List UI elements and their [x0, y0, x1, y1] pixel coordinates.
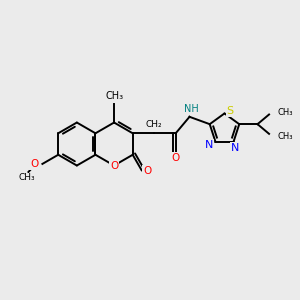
Text: S: S — [226, 106, 233, 116]
Text: O: O — [30, 159, 38, 169]
Text: N: N — [231, 143, 239, 153]
Text: N: N — [205, 140, 213, 149]
Text: CH₂: CH₂ — [146, 120, 163, 129]
Text: O: O — [143, 166, 151, 176]
Text: NH: NH — [184, 104, 198, 114]
Text: CH₃: CH₃ — [278, 132, 293, 141]
Text: O: O — [172, 153, 180, 163]
Text: CH₃: CH₃ — [105, 91, 123, 101]
Text: CH₃: CH₃ — [278, 108, 293, 117]
Text: CH₃: CH₃ — [19, 173, 35, 182]
Text: O: O — [110, 160, 118, 170]
